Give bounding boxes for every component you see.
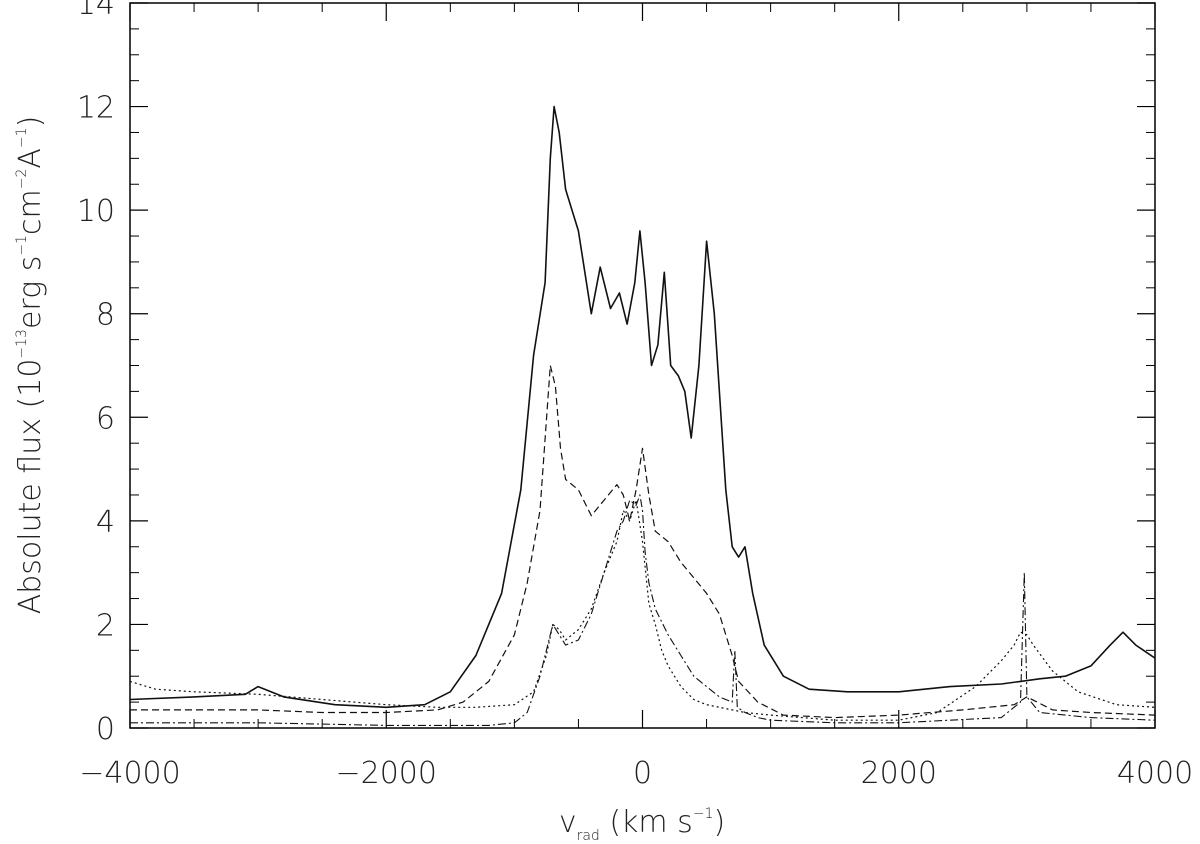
x-label-rest: (km s <box>600 805 693 840</box>
x-tick-label: 4000 <box>1117 756 1193 791</box>
x-tick-labels: −4000 −2000 0 2000 4000 <box>79 756 1193 791</box>
y-label-mid3: A <box>13 148 48 169</box>
series-line-solid <box>129 105 1156 709</box>
y-axis-label: Absolute flux (10−13erg s−1cm−2A−1) <box>13 116 48 615</box>
y-tick-label: 8 <box>96 298 115 333</box>
y-tick-label: 12 <box>77 91 115 126</box>
series-line-dashed <box>130 364 1156 719</box>
y-label-mid2: cm <box>13 189 48 235</box>
y-tick-label: 0 <box>96 712 115 747</box>
y-label-pre: Absolute flux (10 <box>13 359 48 615</box>
axis-ticks <box>129 2 1156 729</box>
x-axis-label: vrad (km s−1) <box>559 805 725 844</box>
x-label-close: ) <box>713 805 725 840</box>
y-label-mid: erg s <box>13 256 48 329</box>
y-label-sup3: −2 <box>14 169 30 190</box>
x-label-sup: −1 <box>693 806 714 822</box>
y-tick-label: 4 <box>96 505 115 540</box>
x-label-sub: rad <box>577 828 600 844</box>
y-tick-label: 14 <box>77 0 115 22</box>
y-tick-labels: 0 2 4 6 8 10 12 14 <box>77 0 115 747</box>
x-tick-label: −4000 <box>79 756 180 791</box>
y-tick-label: 6 <box>96 401 115 436</box>
y-label-sup1: −13 <box>14 329 30 359</box>
x-label-main: v <box>559 805 577 840</box>
y-label-close: ) <box>13 116 48 128</box>
x-tick-label: 2000 <box>861 756 937 791</box>
y-tick-label: 2 <box>96 608 115 643</box>
y-label-sup4: −1 <box>14 127 30 148</box>
y-label-sup2: −1 <box>14 235 30 256</box>
series-line-dashdot <box>130 494 1156 726</box>
plot-frame <box>129 2 1156 729</box>
y-tick-label: 10 <box>77 194 115 229</box>
series-layer <box>129 105 1156 726</box>
plot-area <box>129 2 1156 729</box>
x-tick-label: −2000 <box>336 756 437 791</box>
x-tick-label: 0 <box>633 756 652 791</box>
series-line-dotted <box>129 499 1156 721</box>
